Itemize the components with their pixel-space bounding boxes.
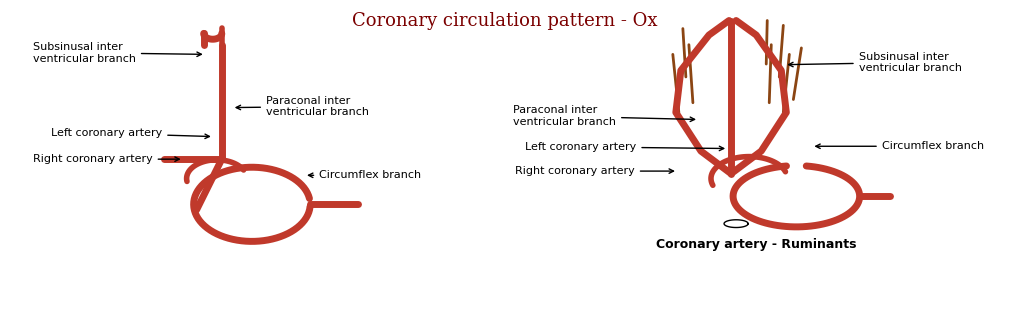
Text: Paraconal inter
ventricular branch: Paraconal inter ventricular branch	[236, 96, 369, 117]
Text: Coronary artery - Ruminants: Coronary artery - Ruminants	[656, 238, 856, 251]
Text: Paraconal inter
ventricular branch: Paraconal inter ventricular branch	[513, 106, 695, 127]
Text: Left coronary artery: Left coronary artery	[51, 128, 210, 138]
Text: Circumflex branch: Circumflex branch	[308, 170, 422, 180]
Text: Subsinusal inter
ventricular branch: Subsinusal inter ventricular branch	[789, 51, 961, 73]
Text: Right coronary artery: Right coronary artery	[515, 166, 673, 176]
Text: Circumflex branch: Circumflex branch	[816, 141, 984, 151]
Text: Left coronary artery: Left coronary artery	[525, 142, 724, 152]
Text: Coronary circulation pattern - Ox: Coronary circulation pattern - Ox	[352, 12, 658, 31]
Text: Right coronary artery: Right coronary artery	[32, 154, 179, 164]
Text: Subsinusal inter
ventricular branch: Subsinusal inter ventricular branch	[32, 42, 202, 64]
